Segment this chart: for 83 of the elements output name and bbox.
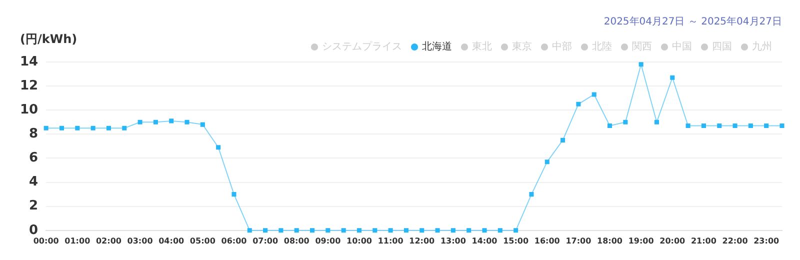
x-tick-label: 16:00 [534, 236, 560, 246]
point [138, 120, 142, 124]
point [122, 126, 127, 130]
point [184, 120, 190, 124]
point [623, 120, 628, 124]
x-tick-label: 01:00 [64, 236, 91, 246]
x-tick-label: 22:00 [722, 236, 748, 246]
y-tick-label: 12 [20, 78, 38, 94]
point [482, 228, 487, 233]
point [466, 228, 472, 233]
x-tick-label: 18:00 [597, 236, 623, 246]
x-tick-label: 06:00 [221, 236, 248, 246]
x-tick-label: 08:00 [284, 236, 310, 246]
point [294, 228, 299, 233]
x-tick-label: 09:00 [315, 236, 342, 246]
point [388, 228, 393, 233]
chart-subtitle: 2025年04月27日 ～ 2025年04月27日 [604, 16, 782, 28]
point [372, 228, 378, 233]
point [200, 122, 205, 127]
x-tick-label: 20:00 [660, 236, 686, 246]
point [592, 92, 596, 97]
legend-label: 北海道 [422, 40, 452, 53]
point [748, 123, 753, 128]
x-tick-label: 03:00 [127, 236, 154, 246]
x-tick-label: 14:00 [472, 236, 498, 246]
point [608, 123, 612, 128]
point [278, 228, 284, 233]
point [341, 228, 346, 233]
y-tick-label: 0 [29, 222, 38, 238]
x-tick-label: 11:00 [378, 236, 404, 246]
x-tick-label: 21:00 [690, 236, 717, 246]
point [732, 123, 738, 128]
point [654, 120, 660, 124]
point [670, 75, 675, 80]
point [686, 123, 690, 128]
x-tick-label: 13:00 [440, 236, 466, 246]
point [247, 228, 252, 233]
y-tick-label: 6 [29, 150, 38, 166]
x-tick-label: 07:00 [252, 236, 278, 246]
point [638, 62, 644, 67]
point [404, 228, 408, 233]
point [544, 160, 550, 164]
point [420, 228, 424, 233]
point [263, 228, 268, 233]
point [153, 120, 158, 124]
x-tick-label: 05:00 [190, 236, 216, 246]
x-tick-label: 15:00 [503, 236, 529, 246]
point [576, 102, 581, 106]
x-tick-label: 10:00 [346, 236, 372, 246]
point [310, 228, 315, 233]
y-tick-label: 2 [29, 198, 38, 214]
y-axis-title: (円/kWh) [20, 32, 78, 46]
point [356, 228, 362, 233]
point [75, 126, 80, 130]
point [450, 228, 456, 233]
point [90, 126, 96, 130]
point [560, 138, 566, 142]
point [44, 126, 48, 130]
point [106, 126, 111, 130]
point [59, 126, 64, 130]
y-tick-label: 8 [29, 126, 38, 142]
point [514, 228, 518, 233]
y-tick-label: 4 [29, 174, 38, 190]
point [780, 123, 784, 128]
x-tick-label: 04:00 [158, 236, 185, 246]
point [232, 192, 236, 197]
x-tick-label: 19:00 [628, 236, 654, 246]
x-tick-label: 17:00 [566, 236, 592, 246]
x-tick-label: 23:00 [754, 236, 780, 246]
point [216, 145, 221, 150]
y-tick-label: 10 [20, 102, 38, 118]
point [764, 123, 769, 128]
point [435, 228, 440, 233]
y-tick-label: 14 [20, 54, 38, 70]
point [326, 228, 330, 233]
x-tick-label: 02:00 [96, 236, 122, 246]
point [169, 118, 174, 124]
point [498, 228, 502, 233]
point [529, 192, 534, 197]
x-tick-label: 00:00 [33, 236, 60, 246]
x-tick-label: 12:00 [409, 236, 436, 246]
point [701, 123, 706, 128]
point [717, 123, 722, 128]
